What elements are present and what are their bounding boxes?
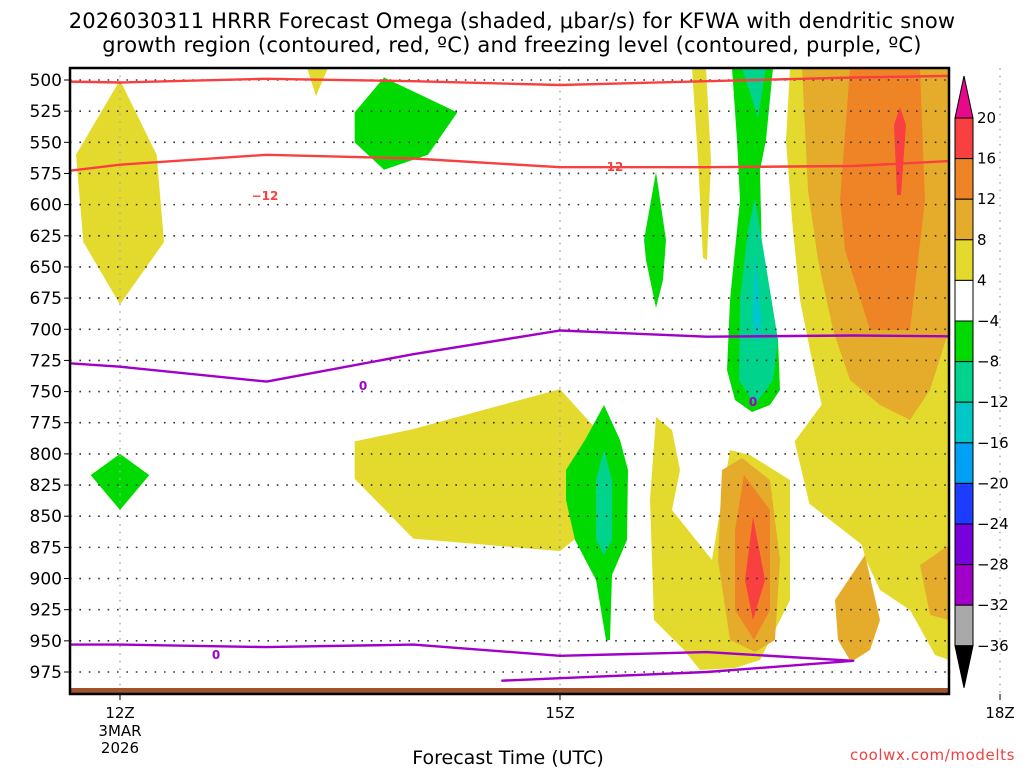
omega-region-top-yellow-small [307,68,328,96]
colorbar-bin [954,239,974,281]
y-tick-label: 525 [30,102,62,122]
colorbar-label: 20 [977,109,996,127]
contour-label: 0 [749,395,757,409]
colorbar-bin [954,523,974,566]
x-tick-sublabel: 2026 [101,739,139,757]
omega-region-0 [75,80,165,305]
x-axis: 12Z3MAR202615Z18Z21Z00Z4MAR03Z [98,694,1015,757]
y-tick-label: 975 [30,663,62,683]
omega-region-2 [90,453,150,510]
omega-region-yellow-strip-1 [692,68,711,260]
colorbar-bin [954,198,974,241]
y-tick-label: 500 [30,71,62,91]
x-axis-title: Forecast Time (UTC) [412,747,603,768]
y-tick-label: 825 [30,476,62,496]
y-tick-label: 775 [30,414,62,434]
colorbar-bin [954,604,974,647]
chart-title-line-1: 2026030311 HRRR Forecast Omega (shaded, … [68,9,956,33]
omega-region-teal-lower [596,450,612,555]
y-tick-label: 925 [30,601,62,621]
omega-shading [75,68,949,670]
y-tick-label: 900 [30,570,62,590]
colorbar-label: −20 [977,474,1009,492]
colorbar-arrow-bottom [954,645,974,688]
y-tick-label: 700 [30,320,62,340]
contour-dendritic-upper [70,74,949,87]
colorbar-bin [954,564,974,606]
colorbar-bin [954,117,974,160]
omega-region-cyan-core [752,255,762,345]
colorbar-label: −36 [977,637,1009,655]
y-tick-label: 800 [30,445,62,465]
colorbar-label: −32 [977,596,1009,614]
omega-region-red-core [745,517,765,620]
colorbar-label: −12 [977,393,1009,411]
y-tick-label: 675 [30,289,62,309]
y-tick-label: 600 [30,196,62,216]
chart-title-line-2: growth region (contoured, red, ºC) and f… [102,33,922,57]
colorbar-bin [954,158,974,200]
colorbar-arrow-top [954,75,974,119]
x-tick-label: 15Z [545,704,574,722]
y-tick-label: 950 [30,632,62,652]
contour-label: 0 [212,648,220,662]
contour-freezing-upper [70,329,949,383]
colorbar-bin [954,482,974,525]
colorbar-label: 8 [977,231,987,249]
colorbar-bin [954,279,974,322]
colorbar-bin [954,442,974,484]
colorbar-label: 16 [977,150,996,168]
y-tick-label: 875 [30,538,62,558]
plot-frame [68,66,951,696]
colorbar-label: −4 [977,312,999,330]
y-tick-label: 550 [30,133,62,153]
contour-dendritic-lower [70,153,949,172]
y-axis: 500 525 550 575 600 625 650 675 700 725 750 775 800 8… [30,71,70,683]
colorbar-label: −24 [977,515,1009,533]
contours: −12 −12 0 0 0 [70,74,949,682]
y-tick-label: 575 [30,164,62,184]
omega-region-orange-lower-1 [835,555,880,662]
contour-label: −12 [597,160,624,174]
y-tick-label: 650 [30,258,62,278]
grid [70,68,1001,694]
omega-region-red-streak [894,107,906,195]
y-tick-label: 850 [30,507,62,527]
omega-region-1 [354,77,458,170]
terrain-bar [70,688,949,694]
y-tick-label: 625 [30,227,62,247]
colorbar-bin [954,320,974,363]
colorbar-bin [954,401,974,444]
colorbar-label: 4 [977,271,987,289]
colorbar-label: 12 [977,190,996,208]
credit-text: coolwx.com/modelts [850,746,1015,764]
colorbar: 20 16 12 8 4 −4 −8 −12 −16 −20 −24 −28 −32 −36 [954,75,1009,688]
omega-region-orange-lower-2 [920,545,949,620]
x-tick-label: 12Z [105,704,134,722]
colorbar-label: −16 [977,434,1009,452]
contour-freezing-lower [70,643,855,682]
y-tick-label: 750 [30,383,62,403]
colorbar-label: −28 [977,556,1009,574]
x-tick-label: 18Z [985,704,1014,722]
x-tick-sublabel: 3MAR [98,722,141,740]
colorbar-bin [954,361,974,403]
contour-label: −12 [252,189,279,203]
omega-region-green-lens-2 [644,172,666,308]
colorbar-label: −8 [977,353,999,371]
contour-label: 0 [359,379,367,393]
y-tick-label: 725 [30,351,62,371]
omega-region-3 [354,389,619,552]
